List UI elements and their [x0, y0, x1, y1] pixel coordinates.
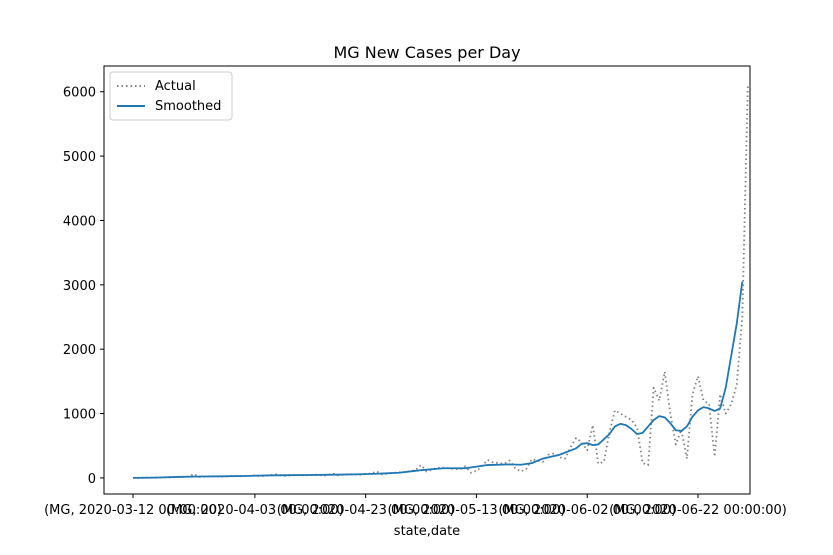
y-tick-label: 3000	[63, 279, 96, 294]
legend-actual-label: Actual	[155, 79, 196, 94]
chart-title: MG New Cases per Day	[333, 43, 520, 62]
y-tick-label: 5000	[63, 150, 96, 165]
y-tick-label: 4000	[63, 214, 96, 229]
legend-box	[109, 71, 233, 121]
x-tick-label: (MG, 2020-03-12 00:00:00)	[44, 503, 222, 518]
x-axis-label: state,date	[394, 524, 460, 539]
axes: 0 1000 2000 3000 4000 5000 6000 (MG, 2020-03-12…	[44, 86, 787, 518]
y-tick-label: 1000	[63, 408, 96, 423]
x-tick-label: (MG, 2020-05-13 00:00:00)	[388, 503, 566, 518]
y-tick-label: 6000	[63, 86, 96, 101]
plot-area	[132, 85, 749, 479]
x-tick-label: (MG, 2020-04-23 00:00:00)	[277, 503, 455, 518]
x-tick-label: (MG, 2020-06-22 00:00:00)	[609, 503, 787, 518]
legend-smoothed-label: Smoothed	[155, 99, 221, 114]
x-tick-label: (MG, 2020-06-02 00:00:00)	[498, 503, 676, 518]
y-tick-label: 2000	[63, 343, 96, 358]
legend: Actual Smoothed	[109, 71, 233, 121]
y-tick-label: 0	[88, 472, 96, 487]
x-tick-label: (MG, 2020-04-03 00:00:00)	[166, 503, 344, 518]
series-line-smoothed	[132, 281, 744, 479]
plot-frame	[103, 65, 751, 495]
